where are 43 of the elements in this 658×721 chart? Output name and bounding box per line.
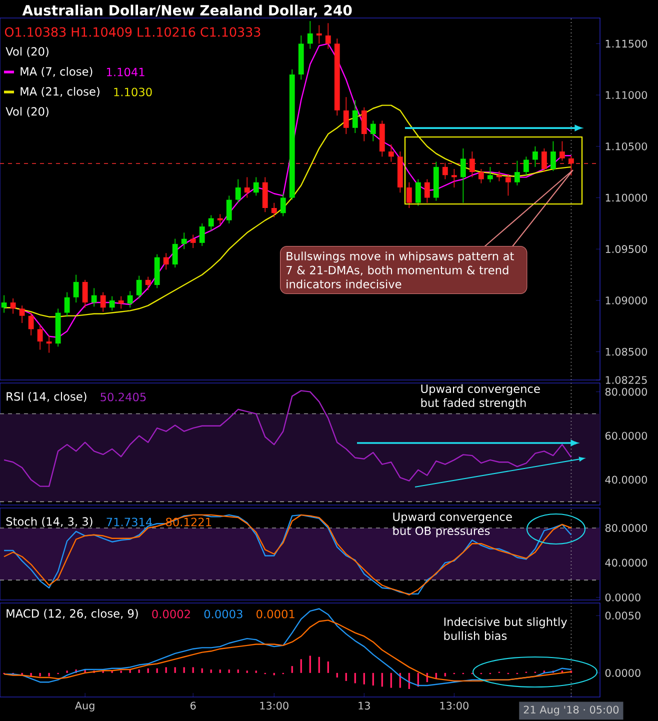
x-tick-label: 13:00 [260, 702, 288, 710]
legend-label: MA (21, close) [20, 86, 100, 98]
annotation: 71.7314 [106, 518, 152, 526]
annotation: 1.1041 [106, 68, 144, 76]
series-label: Stoch (14, 3, 3) [6, 516, 92, 528]
annotation: 50.2405 [100, 392, 146, 402]
y-tick-label: 1.11500 [606, 40, 648, 48]
annotation: 1.1030 [114, 88, 152, 96]
annotation: 0.0002 [152, 610, 190, 618]
y-tick-label: 1.08500 [606, 348, 648, 356]
chart-title: Australian Dollar/New Zealand Dollar, 240 [22, 4, 352, 18]
y-tick-label: 40.0000 [605, 476, 648, 484]
y-tick-label: 60.0000 [605, 432, 648, 440]
y-tick-label: 1.11000 [606, 91, 648, 99]
annotation: Indecisive but slightly bullish bias [444, 617, 568, 640]
y-tick-label: 1.10000 [606, 194, 648, 202]
y-tick-label: 0.0000 [605, 668, 640, 677]
annotation: 0.0001 [256, 610, 294, 618]
x-tick-label: 21 Aug '18 · 05:00 [524, 706, 619, 716]
x-tick-label: Aug [75, 702, 94, 712]
annotation: 80.1221 [166, 518, 212, 526]
annotation: Upward convergence but OB pressures [393, 512, 512, 538]
text: O1.10383 H1.10409 L1.10216 C1.10333 [4, 27, 260, 37]
y-tick-label: 80.0000 [605, 388, 648, 396]
y-tick-label: 1.10500 [606, 142, 648, 150]
x-tick-label: 13 [358, 702, 370, 710]
legend-label: MA (7, close) [20, 66, 92, 78]
y-tick-label: 40.0000 [605, 558, 648, 567]
x-tick-label: 6 [190, 702, 196, 710]
annotation: Vol (20) [6, 46, 48, 58]
y-tick-label: 80.0000 [605, 524, 648, 532]
annotation: Vol (20) [6, 106, 48, 118]
annotation: Bullswings move in whipsaws pattern at 7 & 21-DMAs, both momentum & trend indicators indecisive [286, 252, 514, 288]
y-tick-label: 0.0050 [605, 612, 640, 620]
y-tick-label: 1.08225 [606, 376, 647, 384]
text: RSI (14, close) [6, 392, 86, 402]
y-tick-label: 1.09000 [606, 296, 648, 304]
y-tick-label: 1.09500 [606, 245, 648, 253]
text: MACD (12, 26, close, 9) [6, 608, 138, 620]
annotation: Upward convergence but faded strength [421, 384, 540, 410]
annotation: 0.0003 [204, 610, 242, 618]
y-tick-label: 0.0000 [605, 593, 640, 602]
x-tick-label: 13:00 [440, 702, 468, 710]
